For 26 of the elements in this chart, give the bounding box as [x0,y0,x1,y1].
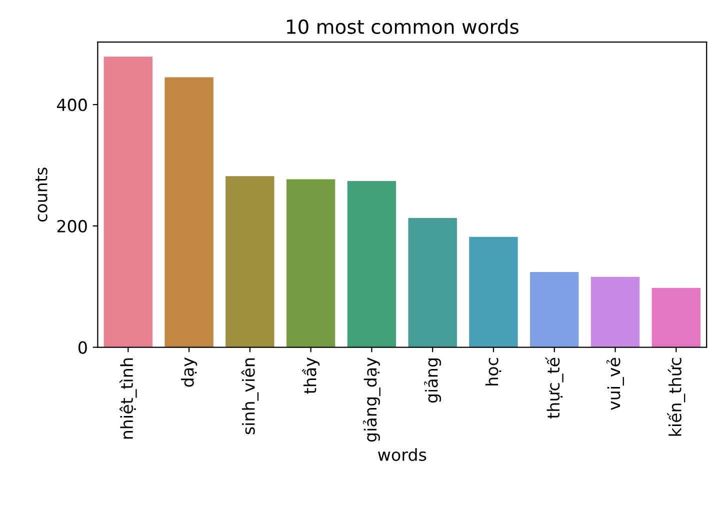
x-tick-label: kiến_thức [667,358,686,436]
bar [652,288,700,348]
bar [347,181,396,348]
x-tick-label: giảng_dạy [362,358,380,442]
bar [164,77,214,348]
bar [408,218,457,348]
chart-title: 10 most common words [287,18,518,34]
x-axis-title: words [378,448,426,462]
x-tick-label: nhiệt_tình [120,358,137,439]
x-tick-label: sinh_viên [241,358,259,434]
x-tick-label: dạy [180,358,198,387]
y-tick-label: 200 [57,220,87,233]
y-axis-title: counts [35,168,48,222]
x-tick-label: vui_vẻ [606,358,624,410]
x-tick-label: giảng [424,358,442,403]
bar [530,272,579,348]
bar [590,276,640,348]
bar [469,236,518,348]
y-tick-label: 0 [78,341,87,354]
bar [104,56,153,348]
bar [286,179,336,348]
x-tick-label: học [485,358,502,386]
x-tick-label: thầy [302,358,320,394]
x-tick-label: thực_tế [545,357,564,419]
y-tick-label: 400 [56,98,87,112]
bar [226,176,274,348]
